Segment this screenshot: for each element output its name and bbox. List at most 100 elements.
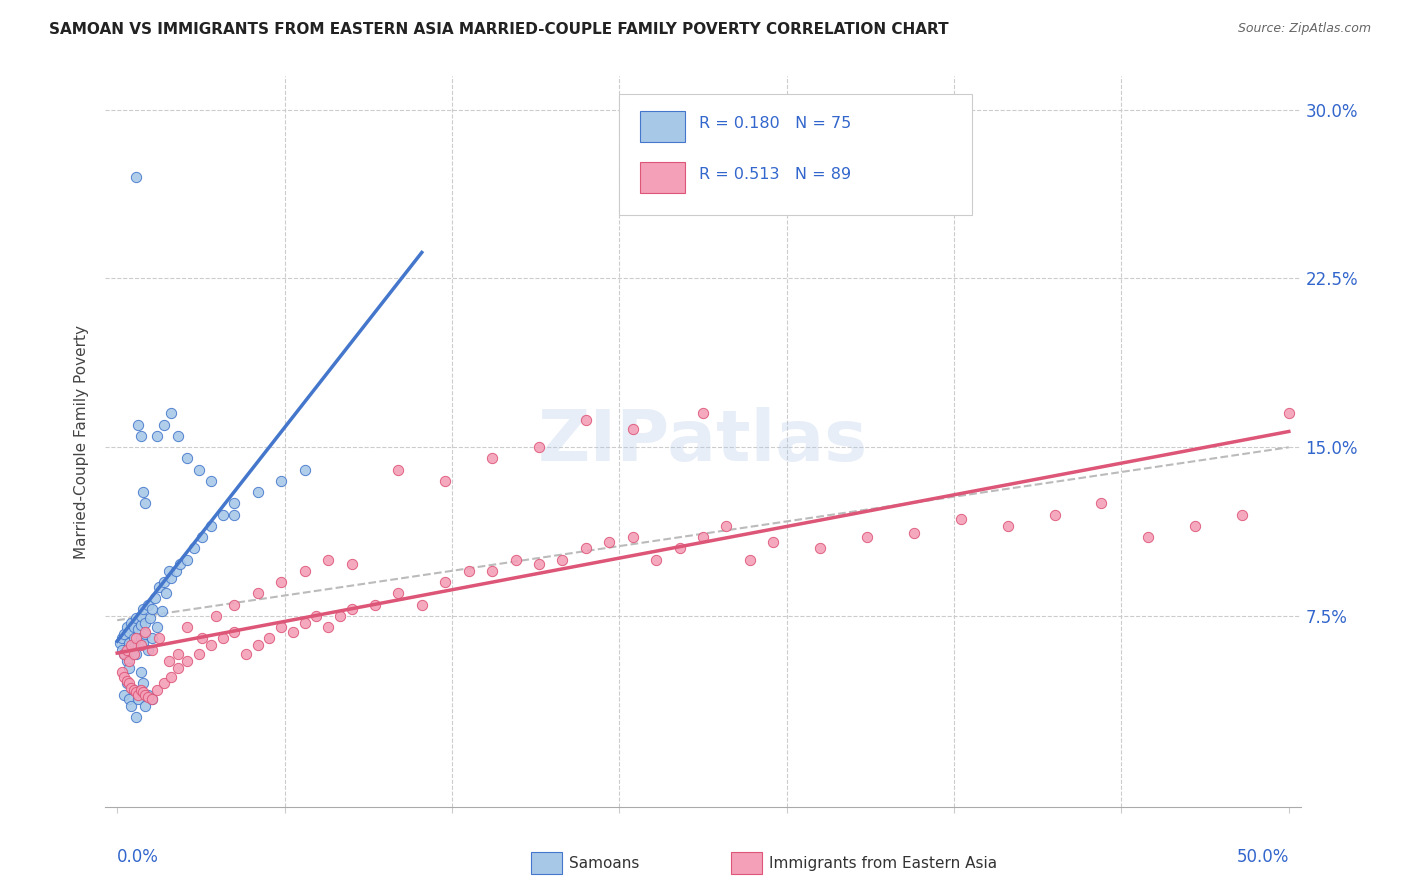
FancyBboxPatch shape <box>640 162 685 193</box>
Point <box>692 530 714 544</box>
Point <box>316 620 339 634</box>
Point <box>387 463 409 477</box>
Point <box>146 683 169 698</box>
Point <box>129 683 152 698</box>
Point <box>112 647 135 661</box>
Point <box>153 575 176 590</box>
Point <box>134 698 156 713</box>
Point <box>364 598 387 612</box>
Point <box>505 552 527 566</box>
Point <box>997 519 1019 533</box>
Point <box>150 604 173 618</box>
Point <box>122 632 145 646</box>
Point <box>200 638 222 652</box>
Point <box>134 688 156 702</box>
Point <box>316 552 339 566</box>
Point <box>1043 508 1066 522</box>
Point <box>808 541 831 556</box>
Point <box>224 508 246 522</box>
Point <box>246 586 269 600</box>
Point <box>1230 508 1253 522</box>
Point <box>118 661 141 675</box>
Point <box>160 670 183 684</box>
Point <box>621 422 644 436</box>
Point <box>136 690 159 704</box>
Point <box>153 676 176 690</box>
Point <box>903 525 925 540</box>
Point <box>134 496 156 510</box>
Point <box>129 665 152 680</box>
Point <box>527 440 550 454</box>
Point <box>127 417 149 432</box>
Point <box>125 632 148 646</box>
Point <box>167 647 190 661</box>
Point <box>575 413 598 427</box>
Point <box>575 541 598 556</box>
Point <box>305 609 328 624</box>
Point <box>132 602 155 616</box>
Point <box>115 676 138 690</box>
Point <box>115 654 138 668</box>
Point <box>136 598 159 612</box>
Point <box>122 620 145 634</box>
Point <box>1278 406 1301 420</box>
Point <box>111 642 134 657</box>
Point <box>645 552 668 566</box>
Point <box>122 683 145 698</box>
Point <box>134 615 156 630</box>
Point <box>132 676 155 690</box>
Y-axis label: Married-Couple Family Poverty: Married-Couple Family Poverty <box>75 325 90 558</box>
Point <box>165 564 187 578</box>
Point <box>621 530 644 544</box>
Point <box>129 429 152 443</box>
Point <box>118 654 141 668</box>
Point <box>340 558 363 572</box>
Point <box>434 474 457 488</box>
Point <box>120 638 142 652</box>
Point <box>120 698 142 713</box>
Point <box>211 508 233 522</box>
Point <box>224 624 246 639</box>
Text: 0.0%: 0.0% <box>117 847 159 866</box>
Point <box>157 564 180 578</box>
Text: Immigrants from Eastern Asia: Immigrants from Eastern Asia <box>769 856 997 871</box>
Point <box>329 609 352 624</box>
Point <box>125 611 148 625</box>
Text: Source: ZipAtlas.com: Source: ZipAtlas.com <box>1237 22 1371 36</box>
Point <box>134 624 156 639</box>
Point <box>141 632 163 646</box>
Point <box>481 564 503 578</box>
Point <box>176 451 198 466</box>
Point <box>148 580 170 594</box>
Point <box>122 640 145 655</box>
Point <box>129 632 152 646</box>
Point <box>122 683 145 698</box>
Point <box>127 623 149 637</box>
Point <box>141 692 163 706</box>
Point <box>281 624 304 639</box>
Text: Samoans: Samoans <box>569 856 640 871</box>
Point <box>527 558 550 572</box>
Point <box>115 674 138 689</box>
Point <box>294 564 316 578</box>
Point <box>856 530 879 544</box>
Point <box>716 519 738 533</box>
Point <box>136 688 159 702</box>
Point <box>148 632 170 646</box>
Point <box>411 598 433 612</box>
Point <box>160 571 183 585</box>
Point <box>141 602 163 616</box>
Point <box>176 654 198 668</box>
Point <box>134 627 156 641</box>
Point <box>668 541 690 556</box>
Point <box>190 530 212 544</box>
Point <box>200 519 222 533</box>
Point <box>259 632 281 646</box>
Point <box>125 647 148 661</box>
Point <box>118 624 141 639</box>
Point <box>167 661 190 675</box>
Point <box>762 534 785 549</box>
Point <box>160 406 183 420</box>
Point <box>129 638 152 652</box>
Point <box>127 688 149 702</box>
